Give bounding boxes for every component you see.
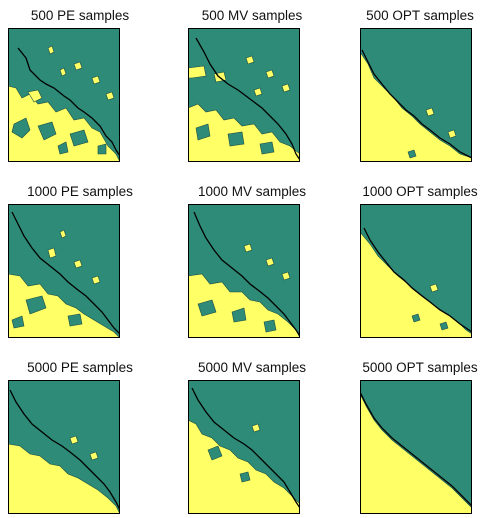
panel-title-500-pe: 500 PE samples [30, 8, 130, 23]
region-map-5000-pe [8, 380, 120, 514]
panel-1000-pe [8, 204, 120, 338]
panel-title-5000-mv: 5000 MV samples [197, 360, 307, 375]
panel-1000-mv [188, 204, 300, 338]
region-map-5000-opt [360, 380, 472, 514]
region-map-5000-mv [188, 380, 300, 514]
panel-title-500-opt: 500 OPT samples [366, 8, 474, 23]
region-map-500-mv [188, 28, 300, 162]
region-map-1000-mv [188, 204, 300, 338]
panel-title-1000-opt: 1000 OPT samples [362, 184, 478, 199]
panel-title-500-mv: 500 MV samples [201, 8, 303, 23]
region-map-500-opt [360, 28, 472, 162]
panel-title-5000-opt: 5000 OPT samples [362, 360, 478, 375]
panel-500-mv [188, 28, 300, 162]
region-map-500-pe [8, 28, 120, 162]
panel-500-opt [360, 28, 472, 162]
panel-title-5000-pe: 5000 PE samples [27, 360, 133, 375]
panel-5000-pe [8, 380, 120, 514]
region-map-1000-opt [360, 204, 472, 338]
panel-1000-opt [360, 204, 472, 338]
panel-title-1000-mv: 1000 MV samples [197, 184, 307, 199]
panel-title-1000-pe: 1000 PE samples [27, 184, 133, 199]
region-map-1000-pe [8, 204, 120, 338]
panel-500-pe [8, 28, 120, 162]
panel-5000-mv [188, 380, 300, 514]
panel-5000-opt [360, 380, 472, 514]
